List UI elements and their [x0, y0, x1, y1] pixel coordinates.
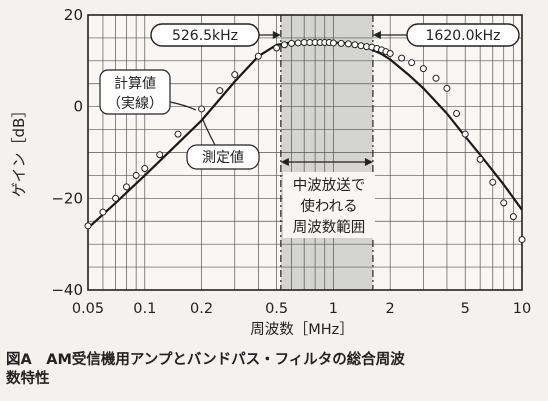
measured-point — [398, 54, 406, 62]
x-tick-label: 0.1 — [133, 301, 156, 317]
measured-point — [329, 39, 337, 47]
measured-point — [280, 41, 288, 49]
low-freq-arrowhead — [272, 31, 281, 39]
measured-point — [357, 42, 365, 50]
x-axis-label: 周波数［MHz］ — [250, 321, 354, 338]
measured-point — [461, 130, 469, 138]
measured-point — [216, 87, 224, 95]
measured-point — [500, 199, 508, 207]
measured-point — [443, 84, 451, 92]
x-tick-label: 2 — [386, 301, 395, 317]
x-tick-label: 5 — [461, 301, 470, 317]
y-tick-label: −40 — [51, 281, 83, 299]
calc-label-line-1: 計算値 — [114, 76, 156, 92]
measured-point — [344, 40, 352, 48]
measured-point — [273, 44, 281, 52]
high-freq-arrowhead — [372, 31, 381, 39]
y-tick-label: 0 — [73, 98, 83, 116]
measured-point — [132, 171, 140, 179]
measured-point — [112, 194, 120, 202]
measured-point — [351, 41, 359, 49]
measured-point — [156, 151, 164, 159]
measured-point — [198, 105, 206, 113]
calc-label-line-2: （実線） — [107, 96, 163, 112]
caption-line-1: 図A AM受信機用アンプとバンドパス・フィルタの総合周波 — [6, 352, 405, 368]
meas-label-text: 測定値 — [202, 150, 244, 166]
x-tick-label: 1 — [329, 301, 338, 317]
x-tick-label: 0.05 — [72, 301, 104, 317]
measured-point — [99, 208, 107, 216]
measured-point — [337, 39, 345, 47]
measured-point — [489, 178, 497, 186]
measured-point — [141, 165, 149, 173]
band-label-line: 使われる — [300, 198, 357, 215]
x-tick-label: 10 — [513, 301, 531, 317]
measured-point — [231, 71, 239, 79]
measured-point — [408, 59, 416, 67]
figure-caption: 図A AM受信機用アンプとバンドパス・フィルタの総合周波 数特性 — [6, 351, 542, 389]
plot-frame — [87, 14, 523, 291]
plot-area: 0.05 0.1 0.2 0.5 1 2 5 10 −40 −20 0 20 周波数［MHz］ ゲイン［d… — [10, 6, 531, 338]
measured-point — [254, 52, 262, 60]
measured-point — [509, 213, 517, 221]
meas-label-leader — [202, 119, 216, 146]
low-freq-callout-text: 526.5kHz — [172, 28, 238, 44]
y-axis-label: ゲイン［dB］ — [10, 103, 28, 198]
calc-label-leader — [169, 101, 197, 111]
measured-point — [288, 39, 296, 47]
y-tick-label: 20 — [64, 6, 83, 24]
measured-point — [386, 50, 394, 57]
measured-point — [453, 110, 461, 118]
measured-point — [300, 39, 308, 46]
y-tick-label: −20 — [51, 189, 83, 207]
x-tick-label: 0.2 — [190, 301, 213, 317]
measured-point — [84, 222, 92, 230]
band-label-line: 周波数範囲 — [293, 218, 366, 236]
high-freq-callout-text: 1620.0kHz — [426, 28, 501, 44]
x-tick-label: 0.5 — [265, 301, 288, 317]
measured-point — [432, 74, 440, 82]
band-label-box — [283, 172, 375, 238]
measured-point — [122, 183, 130, 191]
measured-point — [294, 39, 302, 47]
measured-point — [476, 155, 484, 163]
band-label-line: 中波放送で — [293, 177, 366, 194]
band-width-arrowhead-left — [280, 158, 289, 166]
band-width-arrowhead-right — [364, 158, 373, 166]
caption-line-2: 数特性 — [6, 371, 50, 387]
measured-point — [518, 236, 526, 244]
calc-label-box — [99, 69, 171, 115]
measured-point — [174, 130, 182, 138]
measured-point — [419, 65, 427, 73]
meas-label-box — [186, 144, 260, 170]
